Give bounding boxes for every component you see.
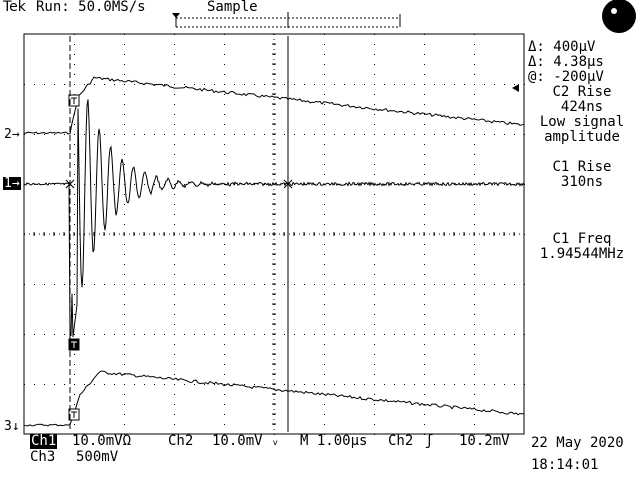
record-bracket (172, 12, 401, 28)
time: 18:14:01 (531, 457, 599, 473)
ch2-trace (23, 76, 525, 135)
ch1-scale: 10.0mVΩ (72, 433, 132, 449)
ch2-ground-marker[interactable]: 2→ (4, 127, 20, 142)
graticule (23, 33, 525, 435)
run-indicator-icon (602, 0, 636, 33)
trigger-level-icon (512, 84, 519, 92)
header-brand: Tek (3, 0, 26, 15)
ch3-scale: 500mV (76, 449, 119, 465)
cursor-delta-time: Δ: 4.38μs (528, 54, 604, 70)
ch1-ground-marker[interactable]: 1→ (3, 176, 21, 191)
timebase[interactable]: M 1.00μs (300, 433, 368, 449)
ch2-label[interactable]: Ch2 (168, 433, 194, 449)
measurement-c2-rise: C2 Rise 424ns Low signal amplitude (524, 85, 640, 145)
acquisition-mode: Sample (207, 0, 258, 15)
measurement-value: 424ns (560, 99, 604, 115)
measurement-name: C1 Freq (552, 231, 612, 247)
measurement-c1-rise: C1 Rise 310ns (524, 160, 640, 190)
trigger-slope-icon: ʃ (425, 433, 434, 449)
measurement-value: 310ns (560, 174, 604, 190)
cursor-lines (69, 36, 289, 432)
measurement-value: 1.94544MHz (539, 246, 625, 262)
measurement-note: amplitude (544, 129, 620, 145)
measurement-name: C1 Rise (552, 159, 612, 175)
trigger-marker-icon (68, 338, 80, 351)
run-status: Run: 50.0MS/s (36, 0, 146, 15)
trigger-marker-icon (68, 94, 80, 107)
cursor-at-voltage: @: -200μV (528, 69, 604, 85)
waveform-traces (23, 76, 525, 427)
ch1-label[interactable]: Ch1 (30, 433, 58, 449)
trigger-marker-icon (68, 408, 80, 421)
date: 22 May 2020 (531, 435, 624, 451)
bandwidth-limit-icon: ᵥ (271, 433, 280, 449)
measurement-name: C2 Rise (552, 84, 612, 100)
cursor-delta-voltage: Δ: 400μV (528, 39, 596, 55)
ch3-ground-marker[interactable]: 3↓ (4, 419, 20, 434)
ch3-label[interactable]: Ch3 (30, 449, 56, 465)
ch3-trace (23, 370, 525, 427)
trigger-source[interactable]: Ch2 (388, 433, 414, 449)
trigger-level: 10.2mV (459, 433, 510, 449)
measurement-c1-freq: C1 Freq 1.94544MHz (524, 232, 640, 262)
measurement-note: Low signal (539, 114, 625, 130)
trigger-position-icon (172, 13, 180, 18)
ch1-trace (23, 99, 525, 338)
ch2-scale: 10.0mV (212, 433, 263, 449)
